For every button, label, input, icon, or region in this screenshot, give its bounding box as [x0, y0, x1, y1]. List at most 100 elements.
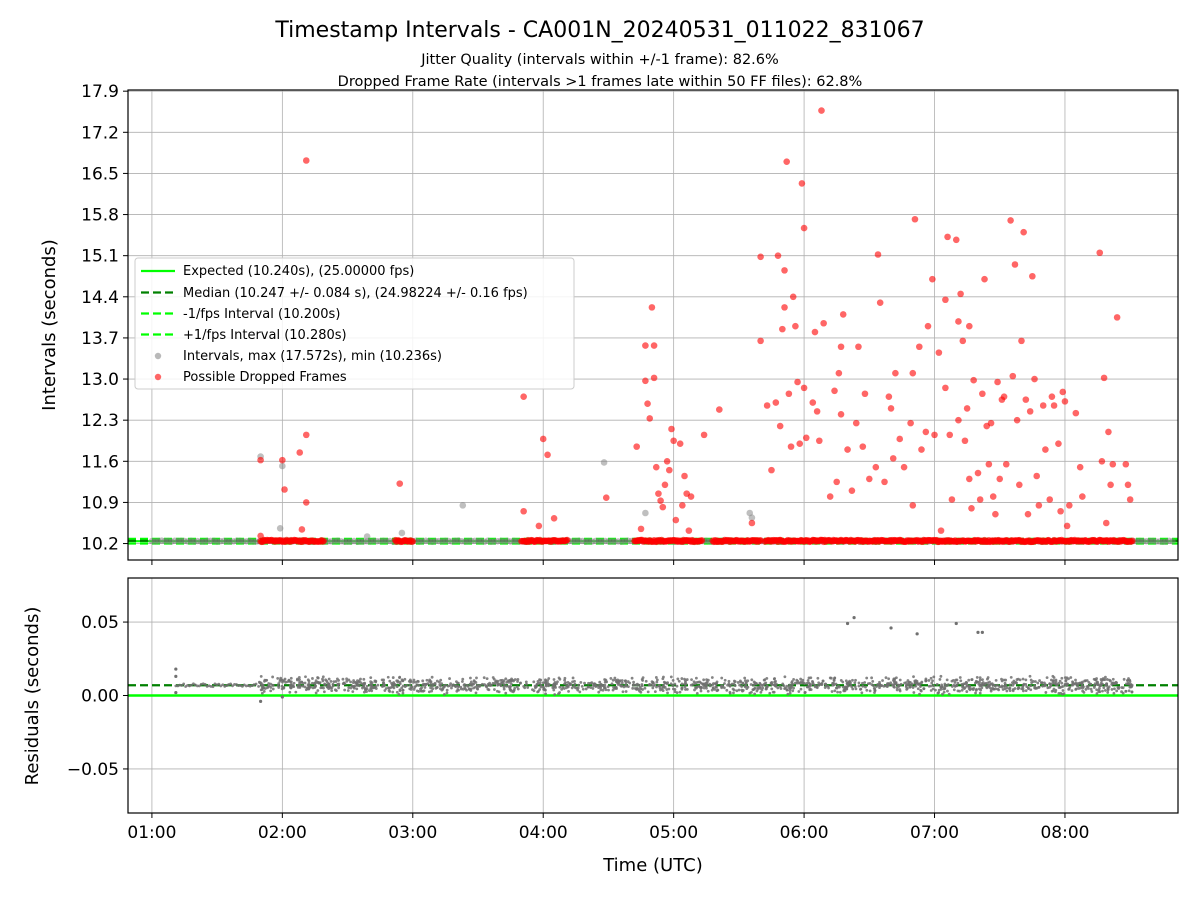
residual-point — [1000, 677, 1003, 681]
residual-point — [786, 692, 790, 696]
residual-point — [401, 679, 405, 683]
dropped-frame-point — [802, 434, 810, 442]
dropped-frame-point — [539, 435, 547, 443]
residual-point — [323, 683, 327, 687]
residual-point — [853, 685, 857, 688]
residual-point — [832, 679, 836, 683]
residual-point — [712, 682, 715, 685]
residual-point — [1082, 691, 1086, 694]
residual-point — [740, 685, 744, 688]
residual-point — [673, 682, 677, 686]
residual-point — [996, 687, 1000, 691]
residual-point — [811, 679, 814, 683]
dropped-frame-point — [813, 408, 821, 415]
dropped-frame-point — [776, 422, 784, 430]
residual-point — [618, 679, 622, 683]
residual-outlier-point — [174, 674, 178, 679]
residual-point — [728, 684, 732, 687]
residual-point — [974, 688, 978, 692]
residual-point — [504, 677, 508, 681]
residual-point — [662, 675, 665, 679]
dropped-frame-point — [911, 215, 919, 223]
residual-point — [598, 680, 602, 684]
dropped-frame-point — [994, 378, 1001, 386]
residual-point — [965, 690, 969, 693]
residual-point — [544, 681, 548, 685]
residual-point — [367, 689, 371, 693]
residual-point — [726, 683, 729, 687]
dropped-frame-point — [963, 405, 971, 412]
chart-subtitle-jitter: Jitter Quality (intervals within +/-1 fr… — [420, 52, 779, 68]
residual-point — [388, 679, 392, 683]
residual-point — [383, 689, 387, 692]
residual-point — [257, 685, 261, 688]
residual-point — [1064, 678, 1068, 682]
residual-point — [1043, 684, 1046, 688]
dropped-frame-point — [757, 253, 764, 261]
residual-point — [743, 676, 747, 680]
residual-point — [723, 682, 726, 685]
residual-point — [821, 679, 825, 683]
residual-point — [501, 680, 505, 684]
residual-point — [435, 679, 439, 683]
residual-point — [657, 684, 661, 688]
residual-point — [776, 686, 780, 690]
residual-point — [1076, 682, 1080, 685]
residual-point — [359, 677, 362, 681]
residual-point — [935, 682, 939, 686]
residual-point — [497, 690, 501, 694]
residual-point — [390, 681, 393, 685]
residual-point — [409, 679, 413, 683]
dropped-frame-point — [1039, 402, 1047, 409]
residual-point — [382, 684, 386, 688]
residual-point — [282, 686, 286, 690]
dropped-frame-point — [1007, 217, 1014, 224]
residual-point — [446, 684, 450, 688]
residual-point — [523, 686, 527, 690]
residual-point — [978, 691, 982, 695]
dropped-frame-point — [968, 505, 975, 512]
intervals-y-tick-label: 11.6 — [81, 452, 119, 472]
residual-point — [908, 685, 912, 689]
residual-point — [203, 682, 207, 686]
interval-point — [642, 509, 649, 517]
dropped-frame-point — [281, 486, 288, 493]
residual-point — [857, 684, 861, 688]
residual-point — [843, 685, 847, 689]
residual-point — [428, 683, 432, 687]
residual-point — [785, 688, 789, 692]
residual-point — [694, 676, 698, 680]
residual-point — [584, 687, 588, 691]
residuals-y-tick-label: −0.05 — [67, 760, 119, 780]
residual-point — [392, 682, 396, 686]
dropped-frame-point — [787, 443, 795, 450]
residual-point — [989, 688, 993, 691]
residual-point — [577, 683, 581, 687]
residual-point — [423, 686, 427, 689]
residual-point — [599, 682, 603, 686]
residual-point — [294, 690, 298, 694]
residual-point — [914, 684, 918, 688]
residual-point — [1029, 678, 1033, 682]
residual-point — [544, 684, 548, 688]
residual-point — [710, 676, 714, 679]
residual-point — [516, 687, 520, 691]
residual-point — [666, 691, 669, 695]
dropped-frame-point — [1011, 261, 1019, 268]
residual-point — [473, 680, 476, 683]
residual-point — [968, 684, 972, 688]
residual-point — [1092, 684, 1096, 688]
dropped-frame-point — [1018, 337, 1025, 345]
dropped-frame-point — [785, 390, 793, 398]
residual-point — [849, 683, 853, 687]
residual-point — [895, 688, 899, 692]
residual-point — [330, 689, 334, 692]
residual-point — [558, 691, 561, 694]
residual-outlier-point — [915, 632, 919, 636]
residual-point — [469, 683, 472, 687]
dropped-frame-point — [900, 463, 908, 471]
residual-point — [919, 685, 922, 688]
residual-point — [547, 682, 551, 686]
dropped-frame-point — [637, 525, 645, 533]
residual-point — [702, 678, 706, 682]
